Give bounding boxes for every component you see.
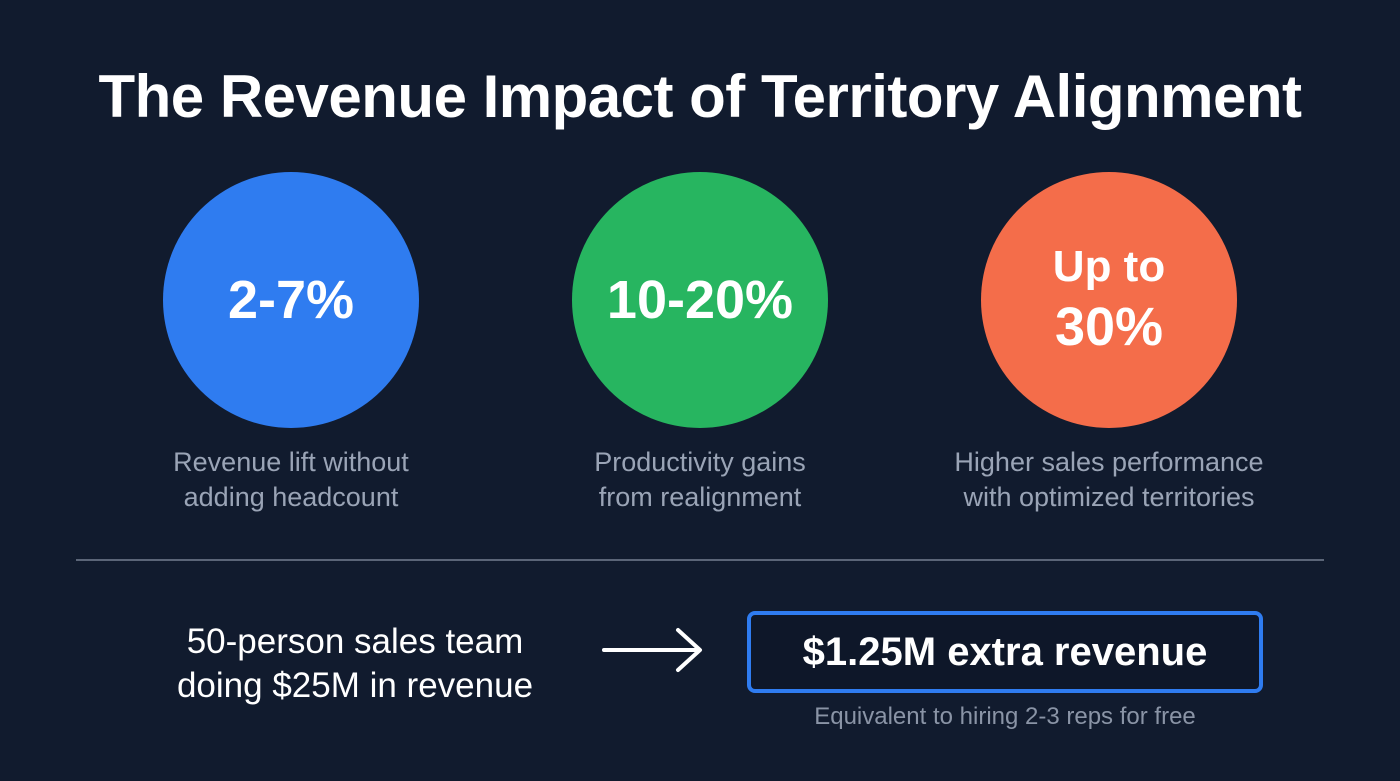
stat-value: 10-20%: [606, 270, 794, 330]
stat-value: 2-7%: [227, 270, 355, 330]
description-line: from realignment: [598, 482, 802, 512]
result-value: $1.25M extra revenue: [802, 629, 1208, 674]
divider: [76, 559, 1324, 561]
arrow-right-icon: [602, 628, 702, 672]
stat-circle-performance: Up to 30%: [981, 172, 1237, 428]
stat-circle-revenue-lift: 2-7%: [163, 172, 419, 428]
stat-description: Higher sales performance with optimized …: [909, 445, 1309, 515]
page-title: The Revenue Impact of Territory Alignmen…: [98, 63, 1302, 130]
input-line: 50-person sales team: [186, 622, 524, 661]
result-box: $1.25M extra revenue: [747, 611, 1263, 693]
result-note: Equivalent to hiring 2-3 reps for free: [814, 703, 1196, 730]
stat-description: Productivity gains from realignment: [500, 445, 900, 515]
example-input: 50-person sales team doing $25M in reven…: [120, 620, 590, 708]
description-line: adding headcount: [183, 482, 399, 512]
description-line: Revenue lift without: [173, 447, 409, 477]
description-line: Productivity gains: [594, 447, 806, 477]
stat-value: 30%: [1054, 296, 1164, 357]
stat-description: Revenue lift without adding headcount: [91, 445, 491, 515]
input-line: doing $25M in revenue: [176, 666, 534, 705]
description-line: Higher sales performance: [954, 447, 1264, 477]
stat-circle-productivity: 10-20%: [572, 172, 828, 428]
description-line: with optimized territories: [963, 482, 1255, 512]
stat-value-prefix: Up to: [1052, 241, 1166, 291]
